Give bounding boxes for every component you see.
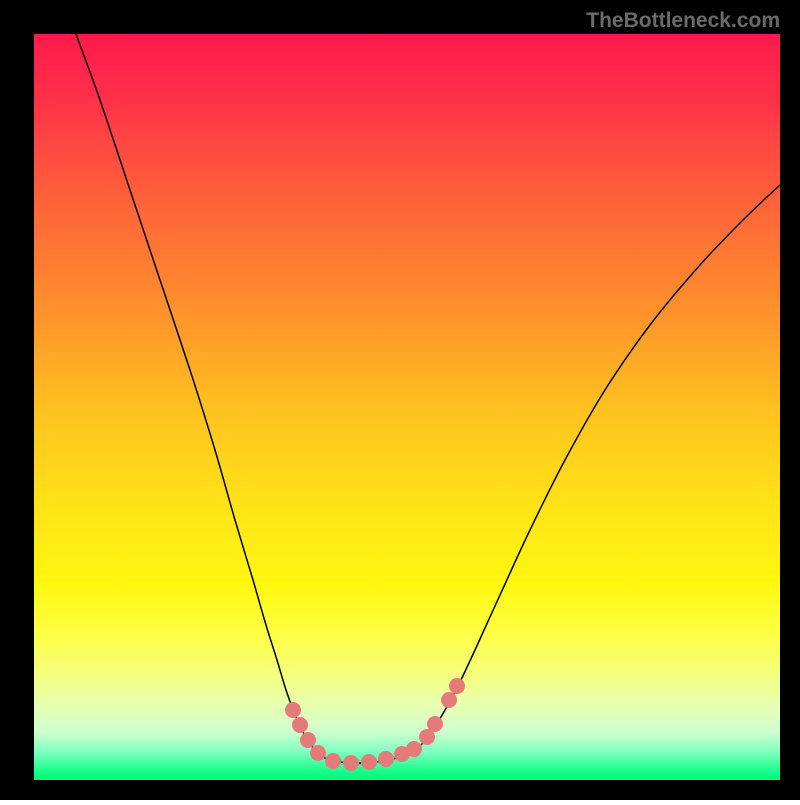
marker-point (449, 678, 465, 694)
chart-container: TheBottleneck.com (0, 0, 800, 800)
watermark-text: TheBottleneck.com (586, 9, 780, 32)
marker-point (441, 692, 457, 708)
plot-background (34, 34, 780, 780)
bottleneck-chart: TheBottleneck.com (0, 0, 800, 800)
